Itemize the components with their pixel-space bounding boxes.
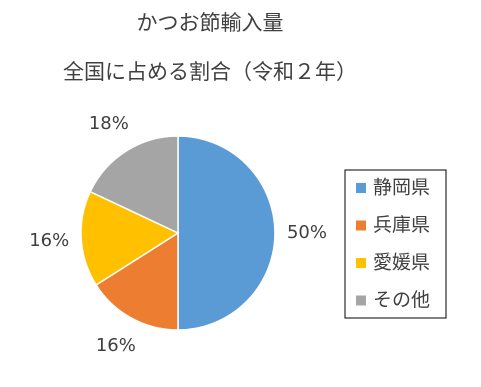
legend-swatch — [356, 220, 366, 231]
pie-slice — [89, 135, 179, 235]
data-label: 18% — [89, 113, 129, 134]
legend-swatch — [356, 295, 366, 306]
data-label: 16% — [29, 230, 69, 251]
legend-swatch — [356, 258, 366, 268]
legend-swatch — [356, 183, 366, 193]
legend-box — [344, 169, 447, 319]
legend-label: 静岡県 — [373, 177, 430, 199]
pie-slice — [80, 190, 180, 287]
data-label: 50% — [287, 222, 327, 243]
chart-subtitle: 全国に占める割合（令和２年） — [63, 60, 357, 84]
legend-label: その他 — [373, 289, 430, 311]
legend-label: 愛媛県 — [373, 252, 430, 274]
data-label: 16% — [96, 335, 136, 356]
chart-title: かつお節輸入量 — [137, 11, 284, 35]
pie-slice — [177, 135, 276, 331]
pie-slice — [95, 231, 179, 331]
legend-label: 兵庫県 — [373, 214, 430, 236]
